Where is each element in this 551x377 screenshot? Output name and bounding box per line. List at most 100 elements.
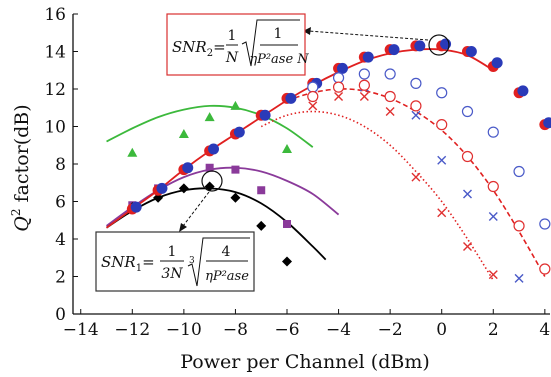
- snr1-numerator: 1: [168, 244, 177, 260]
- marker-open-circle: [461, 150, 474, 163]
- marker-x: [488, 270, 498, 280]
- marker-x: [437, 208, 447, 218]
- y-tick-label: 6: [55, 193, 66, 213]
- marker-open-circle: [410, 100, 422, 112]
- marker-x: [359, 92, 369, 101]
- marker-open-circle: [358, 68, 370, 80]
- y-tick-label: 14: [44, 43, 66, 63]
- marker-x-stroke: [411, 172, 421, 182]
- snr1-denominator: 3N: [161, 266, 183, 282]
- marker-x-stroke: [488, 212, 498, 221]
- data-markers: [126, 38, 551, 283]
- marker-open-circle: [384, 90, 396, 103]
- snr2-radicand-denominator: ηP²ase N: [249, 52, 309, 67]
- marker-x-stroke: [462, 242, 472, 251]
- marker-open-circle: [307, 90, 319, 103]
- marker-x: [385, 107, 395, 116]
- marker-open-circle: [487, 126, 499, 138]
- marker-diamond: [230, 192, 241, 203]
- marker-open-circle: [410, 77, 422, 89]
- x-axis-label: Power per Channel (dBm): [180, 351, 430, 373]
- marker-open-circle: [487, 180, 499, 193]
- y-tick-label: 2: [55, 268, 66, 288]
- marker-x: [488, 212, 498, 221]
- snr1-arrow: [179, 191, 210, 232]
- marker-x-stroke: [385, 107, 395, 116]
- marker-x: [437, 155, 447, 165]
- snr2-radicand-numerator: 1: [274, 26, 283, 42]
- snr1-root-index: 3: [189, 256, 195, 266]
- y-axis-label: Q2 factor(dB): [9, 104, 33, 231]
- marker-x: [462, 242, 472, 251]
- marker-triangle: [178, 129, 189, 138]
- marker-diamond: [178, 183, 189, 194]
- marker-filled-circle: [130, 201, 142, 213]
- marker-diamond: [282, 256, 293, 267]
- x-tick-label: −2: [378, 320, 403, 340]
- marker-open-circle: [307, 81, 319, 93]
- marker-filled-circle: [285, 92, 297, 104]
- marker-open-circle: [384, 68, 396, 80]
- fit-curve-solid: [106, 187, 327, 261]
- marker-filled-circle: [414, 40, 426, 52]
- marker-open-circle: [436, 119, 448, 131]
- y-tick-label: 4: [55, 230, 66, 250]
- marker-open-circle: [332, 72, 345, 84]
- marker-filled-circle: [336, 62, 348, 74]
- marker-diamond: [153, 192, 164, 203]
- x-tick-label: −14: [63, 320, 99, 340]
- marker-filled-circle: [465, 46, 477, 57]
- x-tick-label: −10: [166, 320, 202, 340]
- snr1-formula-box: SNR1= 1 3N 3 4 ηP²ase: [95, 231, 255, 292]
- fit-curves: [105, 48, 546, 281]
- marker-triangle: [230, 100, 241, 110]
- marker-x-stroke: [437, 208, 447, 218]
- fit-curve-solid: [105, 166, 340, 227]
- marker-open-circle: [513, 220, 525, 232]
- marker-x-stroke: [514, 273, 524, 283]
- marker-diamond: [256, 220, 267, 231]
- marker-filled-circle: [259, 109, 271, 121]
- fit-curve-dashed: [286, 88, 546, 277]
- marker-x: [411, 110, 421, 120]
- marker-filled-circle: [233, 126, 245, 138]
- marker-filled-circle: [182, 162, 194, 174]
- marker-x-stroke: [359, 92, 369, 101]
- marker-x: [514, 273, 524, 283]
- x-tick-label: −4: [326, 320, 351, 340]
- snr2-lhs: SNR2=: [172, 38, 226, 59]
- marker-x: [462, 189, 472, 199]
- marker-filled-circle: [388, 44, 400, 56]
- marker-filled-circle: [156, 182, 168, 194]
- marker-x-stroke: [462, 189, 472, 199]
- marker-open-circle: [461, 105, 474, 118]
- x-tick-label: 0: [436, 320, 447, 340]
- marker-x: [411, 172, 421, 182]
- fit-curve-solid: [106, 104, 314, 148]
- marker-open-circle: [513, 165, 525, 178]
- snr1-highlight-circle: [201, 170, 223, 192]
- marker-filled-circle: [491, 57, 503, 69]
- snr1-radicand-denominator: ηP²ase: [205, 269, 249, 284]
- marker-open-circle: [539, 218, 551, 230]
- marker-triangle: [127, 147, 138, 157]
- snr2-numerator: 1: [228, 28, 237, 44]
- marker-x-stroke: [334, 92, 344, 101]
- x-tick-label: 2: [488, 320, 499, 340]
- snr2-denominator: N: [225, 50, 239, 66]
- marker-filled-circle: [543, 117, 551, 129]
- marker-square: [257, 186, 266, 195]
- marker-x-stroke: [437, 155, 447, 165]
- marker-square: [283, 220, 292, 228]
- marker-x-stroke: [411, 110, 421, 120]
- marker-triangle: [282, 144, 293, 153]
- marker-open-circle: [539, 263, 551, 275]
- marker-filled-circle: [362, 51, 374, 63]
- marker-open-circle: [332, 81, 345, 93]
- y-tick-label: 10: [44, 118, 66, 138]
- marker-x: [334, 92, 344, 101]
- snr2-formula-box: SNR2= 1 N 1 ηP²ase N: [166, 13, 309, 76]
- marker-open-circle: [436, 87, 448, 99]
- marker-diamond: [204, 181, 215, 192]
